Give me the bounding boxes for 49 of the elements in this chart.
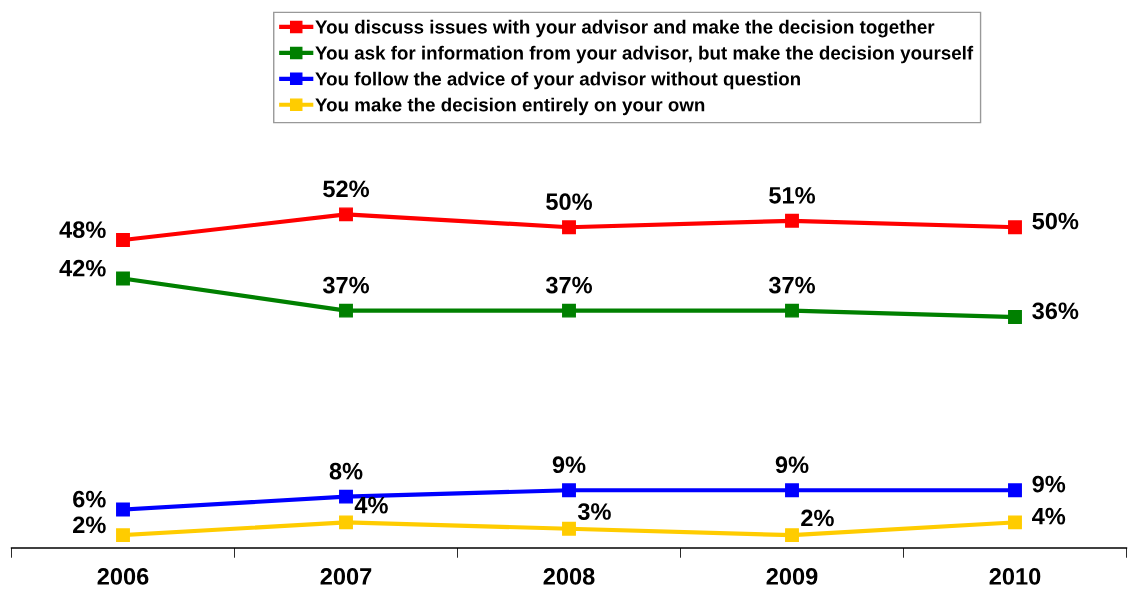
data-label: 8% <box>329 462 363 480</box>
x-tick-label: 2007 <box>320 568 372 585</box>
data-label: 9% <box>775 456 809 474</box>
data-label: 36% <box>1032 302 1079 320</box>
data-label: 50% <box>1032 212 1079 230</box>
data-label: 51% <box>769 186 816 204</box>
data-label: 2% <box>801 509 834 527</box>
legend-label: You discuss issues with your advisor and make the decision together <box>315 19 935 38</box>
data-label: 9% <box>1032 475 1066 493</box>
point <box>785 303 799 318</box>
point <box>562 303 576 318</box>
data-label: 4% <box>354 496 388 514</box>
point <box>562 483 576 498</box>
data-label: 37% <box>545 276 593 294</box>
x-tick-label: 2008 <box>543 568 595 585</box>
point <box>116 502 130 517</box>
data-label: 3% <box>577 503 611 520</box>
point <box>1008 515 1022 530</box>
data-label: 4% <box>1032 507 1066 525</box>
legend-label: You make the decision entirely on your own <box>315 97 705 116</box>
point <box>116 233 130 247</box>
point <box>562 220 576 235</box>
data-label: 48% <box>59 221 106 239</box>
data-label: 37% <box>322 276 370 294</box>
point <box>339 303 353 318</box>
point <box>339 207 353 222</box>
data-label: 42% <box>59 259 106 277</box>
point <box>339 489 353 504</box>
data-label: 50% <box>546 193 593 211</box>
legend-label: You follow the advice of your advisor without question <box>315 71 800 90</box>
x-tick-label: 2009 <box>766 568 818 585</box>
point <box>339 515 353 530</box>
point <box>785 483 799 498</box>
point <box>116 271 130 286</box>
data-label: 52% <box>323 180 370 198</box>
x-tick-label: 2006 <box>97 568 149 585</box>
x-tick-label: 2010 <box>989 568 1041 585</box>
data-label: 6% <box>73 490 106 508</box>
point <box>785 213 799 228</box>
point <box>1008 310 1022 324</box>
legend-label: You ask for information from your advisor, but make the decision yourself <box>315 45 974 64</box>
point <box>562 521 576 536</box>
point <box>1008 220 1022 235</box>
point <box>785 528 799 543</box>
data-label: 37% <box>768 276 816 294</box>
data-label: 9% <box>552 456 586 474</box>
point <box>1008 483 1022 498</box>
point <box>116 528 130 543</box>
data-label: 2% <box>73 516 106 534</box>
